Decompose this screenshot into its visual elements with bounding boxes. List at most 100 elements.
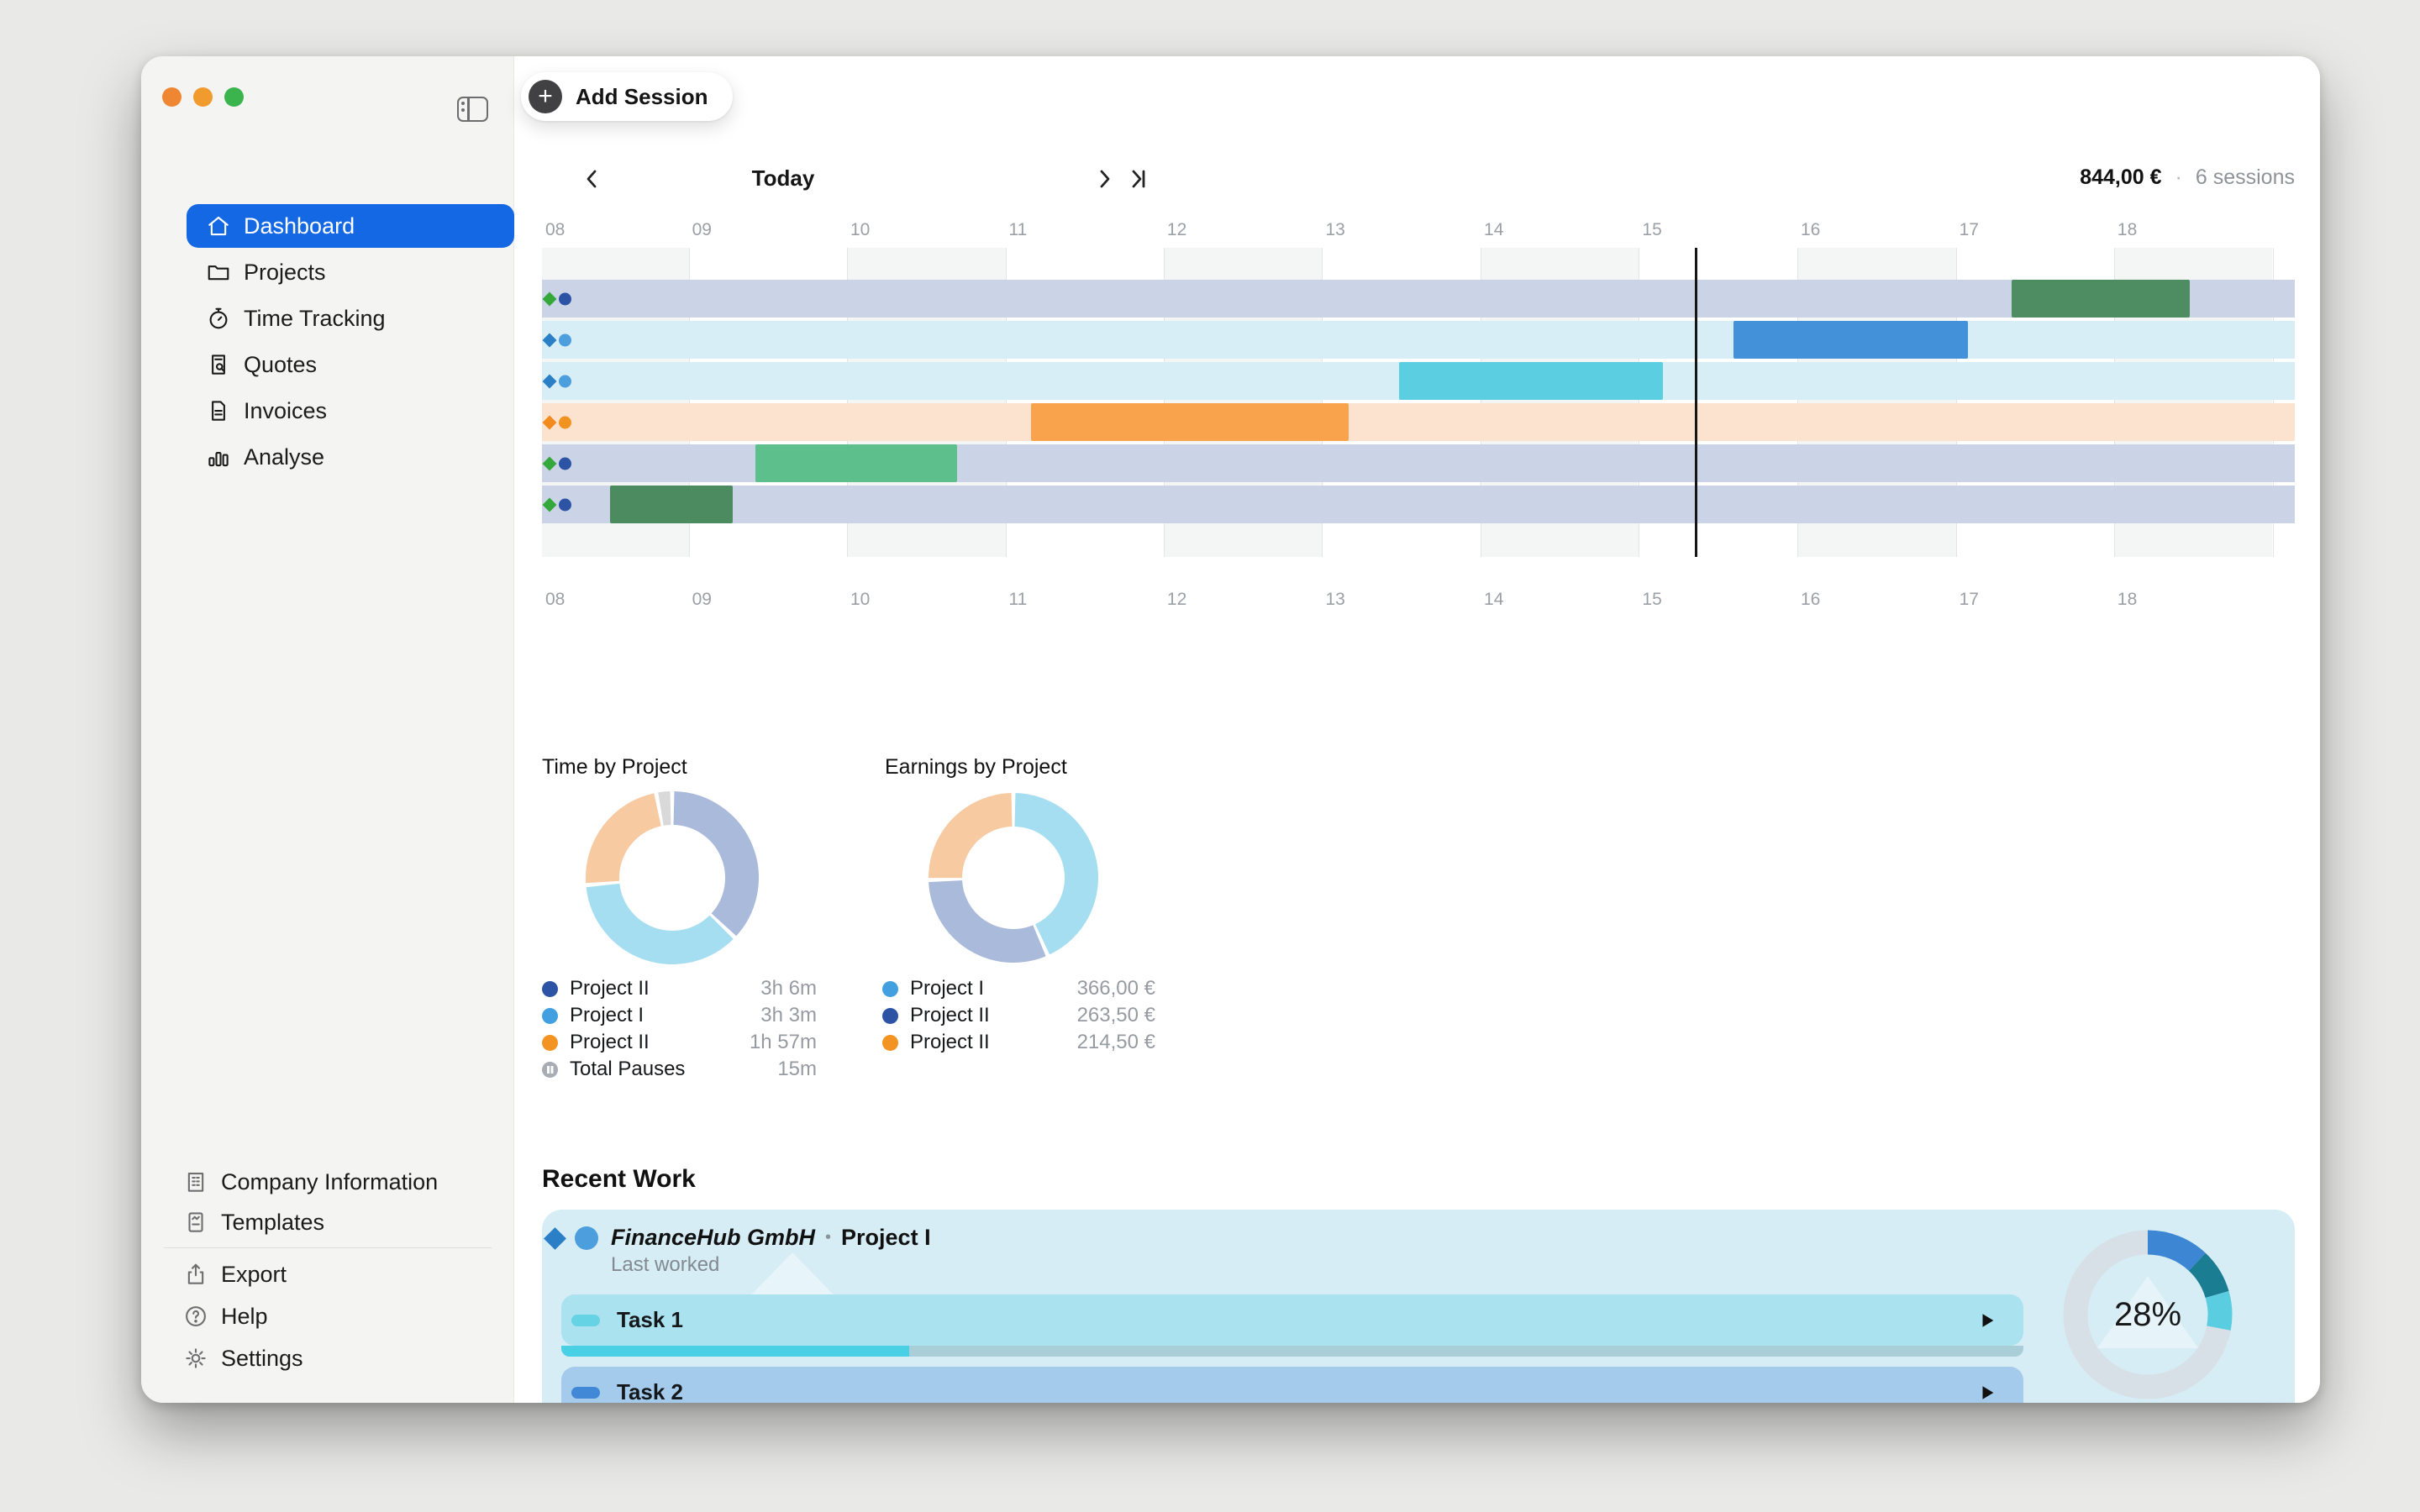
hour-label-bottom: 18 bbox=[2117, 590, 2138, 609]
zoom-window-button[interactable] bbox=[224, 87, 244, 107]
time-donut-segment bbox=[586, 793, 662, 884]
play-icon[interactable] bbox=[1978, 1383, 1996, 1402]
hour-label-bottom: 15 bbox=[1642, 590, 1662, 609]
chevron-left-icon bbox=[587, 170, 597, 188]
earnings-donut-segment bbox=[929, 879, 1046, 963]
sidebar-toggle-icon[interactable] bbox=[457, 97, 488, 122]
hour-label-top: 12 bbox=[1166, 220, 1187, 239]
app-window: Dashboard Projects Time Tracking Quotes Invo… bbox=[141, 56, 2320, 1403]
bar-chart-icon bbox=[206, 444, 231, 470]
timeline-nav: Today 844,00 € · 6 sessions bbox=[514, 164, 2320, 194]
chevron-end-icon bbox=[1132, 170, 1145, 188]
sidebar-item-label: Invoices bbox=[244, 397, 328, 423]
legend-row: Project II 1h 57m bbox=[542, 1029, 817, 1056]
hour-label-top: 17 bbox=[1959, 220, 1979, 239]
skip-to-latest-button[interactable] bbox=[1126, 166, 1151, 192]
legend-label: Total Pauses bbox=[570, 1058, 686, 1080]
day-summary: 844,00 € · 6 sessions bbox=[2080, 165, 2295, 190]
session-track bbox=[542, 321, 2295, 359]
gauge-segment bbox=[2147, 1230, 2206, 1272]
gantt-row bbox=[542, 280, 2295, 318]
legend-dot-icon bbox=[882, 1007, 898, 1024]
sidebar-item-label: Time Tracking bbox=[244, 305, 386, 331]
sessions-count: 6 sessions bbox=[2195, 165, 2295, 189]
pause-icon bbox=[542, 1061, 558, 1078]
time-donut-segment bbox=[658, 791, 671, 826]
sidebar-divider bbox=[164, 1247, 492, 1248]
sidebar-item-label: Export bbox=[221, 1261, 287, 1287]
hour-label-top: 16 bbox=[1800, 220, 1821, 239]
sidebar-item-company-information[interactable]: Company Information bbox=[164, 1163, 492, 1200]
gauge-value: 28% bbox=[2113, 1295, 2182, 1333]
legend-label: Project II bbox=[910, 1031, 990, 1053]
chevron-right-icon bbox=[1100, 170, 1110, 188]
sidebar-item-projects[interactable]: Projects bbox=[187, 250, 514, 294]
time-donut-segment bbox=[672, 791, 759, 937]
sidebar-item-help[interactable]: Help bbox=[164, 1298, 492, 1335]
project-circle-icon bbox=[559, 457, 571, 470]
separator-dot: · bbox=[2175, 165, 2182, 189]
session-bar[interactable] bbox=[755, 444, 958, 482]
timeline-gantt: 08 08 09 09 10 10 11 11 12 12 13 13 14 14 15 15 16 16 17 17… bbox=[542, 220, 2295, 665]
task-row[interactable]: Task 1 bbox=[561, 1294, 2023, 1346]
legend-dot-icon bbox=[542, 1034, 558, 1051]
session-bar[interactable] bbox=[1733, 321, 1969, 359]
legend-label: Project II bbox=[910, 1004, 990, 1026]
sidebar-item-time-tracking[interactable]: Time Tracking bbox=[187, 297, 514, 340]
project-circle-icon bbox=[559, 292, 571, 305]
hour-gridline bbox=[2113, 248, 2115, 557]
hour-label-bottom: 11 bbox=[1008, 590, 1028, 609]
minimize-window-button[interactable] bbox=[193, 87, 213, 107]
legend-label: Project I bbox=[570, 1004, 644, 1026]
sidebar-item-dashboard[interactable]: Dashboard bbox=[187, 204, 514, 248]
legend-value: 3h 3m bbox=[760, 1004, 817, 1026]
hour-label-top: 18 bbox=[2117, 220, 2138, 239]
legend-value: 1h 57m bbox=[749, 1031, 817, 1053]
sidebar: Dashboard Projects Time Tracking Quotes Invo… bbox=[141, 56, 514, 1403]
legend-value: 263,50 € bbox=[1076, 1004, 1155, 1026]
session-track bbox=[542, 280, 2295, 318]
legend-dot-icon bbox=[542, 980, 558, 997]
sidebar-item-settings[interactable]: Settings bbox=[164, 1340, 492, 1377]
play-icon[interactable] bbox=[1978, 1311, 1996, 1330]
prev-day-button[interactable] bbox=[580, 166, 605, 192]
hour-label-bottom: 16 bbox=[1800, 590, 1821, 609]
sidebar-item-label: Dashboard bbox=[244, 213, 355, 239]
legend-row: Project II 263,50 € bbox=[882, 1002, 1155, 1029]
sidebar-item-label: Quotes bbox=[244, 351, 318, 377]
doc-template-icon bbox=[183, 1210, 208, 1235]
close-window-button[interactable] bbox=[162, 87, 182, 107]
legend-value: 366,00 € bbox=[1076, 977, 1155, 1000]
sidebar-item-export[interactable]: Export bbox=[164, 1256, 492, 1293]
session-bar[interactable] bbox=[2012, 280, 2191, 318]
task-progress-bar bbox=[561, 1346, 2023, 1357]
hour-gridline bbox=[688, 248, 690, 557]
project-circle-icon bbox=[559, 333, 571, 346]
legend-row: Total Pauses 15m bbox=[542, 1056, 817, 1083]
gauge-segment bbox=[2205, 1290, 2233, 1331]
task-row[interactable]: Task 2 bbox=[561, 1367, 2023, 1403]
session-bar[interactable] bbox=[1399, 362, 1663, 400]
add-session-button[interactable]: + Add Session bbox=[521, 72, 734, 121]
add-session-label: Add Session bbox=[576, 83, 708, 109]
hour-label-top: 10 bbox=[850, 220, 871, 239]
sidebar-item-label: Analyse bbox=[244, 444, 325, 470]
session-bar[interactable] bbox=[609, 486, 733, 523]
legend-value: 3h 6m bbox=[760, 977, 817, 1000]
recent-work-card[interactable]: FinanceHub GmbH • Project I Last worked … bbox=[542, 1210, 2295, 1403]
gauge-segment bbox=[2188, 1252, 2229, 1299]
session-bar[interactable] bbox=[1030, 403, 1349, 441]
next-day-button[interactable] bbox=[1092, 166, 1118, 192]
sidebar-item-invoices[interactable]: Invoices bbox=[187, 389, 514, 433]
sidebar-item-quotes[interactable]: Quotes bbox=[187, 343, 514, 386]
sidebar-item-templates[interactable]: Templates bbox=[164, 1204, 492, 1241]
today-label[interactable]: Today bbox=[751, 165, 815, 191]
legend-value: 214,50 € bbox=[1076, 1031, 1155, 1053]
project-circle-icon bbox=[559, 416, 571, 428]
sidebar-item-analyse[interactable]: Analyse bbox=[187, 435, 514, 479]
legend-row: Project II 214,50 € bbox=[882, 1029, 1155, 1056]
earnings-donut-segment bbox=[929, 793, 1013, 879]
gantt-row bbox=[542, 321, 2295, 359]
last-worked-label: Last worked bbox=[611, 1253, 720, 1276]
help-icon bbox=[183, 1304, 208, 1329]
